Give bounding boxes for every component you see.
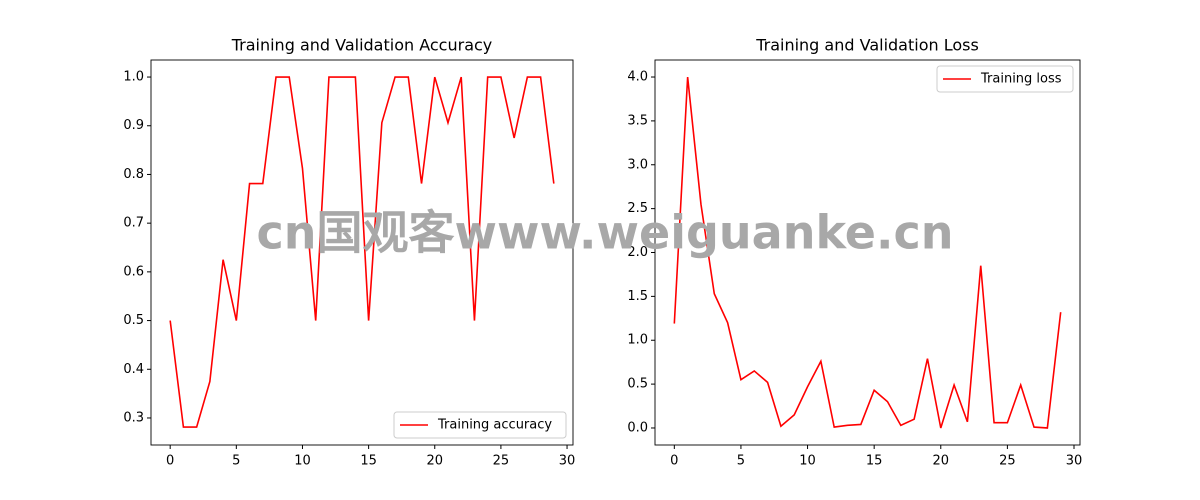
chart-title: Training and Validation Accuracy [231,36,493,55]
y-tick-label: 0.9 [123,118,144,133]
plot-frame [150,59,574,446]
x-tick-label: 10 [294,454,311,469]
y-tick-label: 1.5 [627,289,648,304]
x-tick-label: 0 [670,454,678,469]
x-tick-label: 10 [799,454,816,469]
chart-title: Training and Validation Loss [755,36,979,55]
y-tick-label: 2.5 [627,201,648,216]
y-tick-label: 0.5 [123,313,144,328]
x-tick-label: 20 [426,454,443,469]
series-line [169,76,555,428]
x-tick-label: 25 [999,454,1016,469]
y-tick-label: 0.0 [627,420,648,435]
y-tick-label: 0.5 [627,377,648,392]
y-tick-label: 1.0 [123,70,144,85]
y-tick-label: 1.0 [627,333,648,348]
legend-label: Training loss [980,72,1062,87]
x-tick-label: 0 [166,454,174,469]
y-tick-label: 0.3 [123,410,144,425]
x-tick-label: 30 [559,454,576,469]
y-tick-label: 3.5 [627,113,648,128]
legend-box [936,65,1074,93]
y-tick-label: 0.4 [123,362,144,377]
x-tick-label: 20 [933,454,950,469]
y-tick-label: 2.0 [627,245,648,260]
x-tick-label: 15 [866,454,883,469]
y-tick-label: 4.0 [627,70,648,85]
y-tick-label: 0.7 [123,216,144,231]
x-tick-label: 30 [1066,454,1083,469]
y-tick-label: 0.6 [123,264,144,279]
legend-label: Training accuracy [437,418,552,433]
series-line [673,76,1062,429]
watermark: cn国观客www.weiguanke.cn [256,206,953,260]
x-tick-label: 25 [493,454,510,469]
legend-box [393,411,567,439]
y-tick-label: 0.8 [123,167,144,182]
x-tick-label: 15 [360,454,377,469]
x-tick-label: 5 [737,454,745,469]
plot-frame [654,59,1081,446]
x-tick-label: 5 [232,454,240,469]
y-tick-label: 3.0 [627,157,648,172]
